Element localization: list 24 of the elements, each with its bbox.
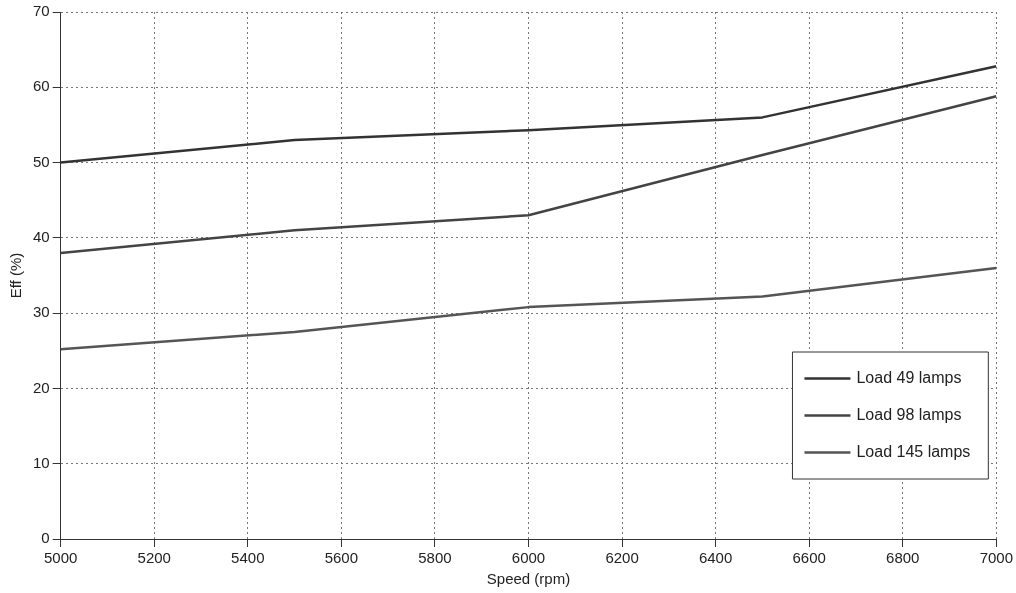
x-tick-label: 5000 [44, 549, 78, 567]
y-tick-label: 40 [33, 228, 50, 245]
x-tick-label: 5400 [231, 549, 265, 567]
x-tick-label: 7000 [979, 549, 1013, 567]
y-tick-label: 10 [33, 453, 50, 471]
y-tick-label: 50 [33, 152, 50, 170]
legend-label: Load 98 lamps [856, 405, 962, 423]
x-tick-label: 5200 [137, 549, 171, 567]
y-tick-label: 60 [33, 77, 50, 95]
y-tick-label: 30 [33, 303, 50, 321]
legend-label: Load 145 lamps [856, 442, 971, 460]
x-tick-label: 5600 [324, 549, 359, 567]
y-tick-label: 70 [33, 2, 50, 20]
y-tick-label: 0 [41, 529, 50, 547]
x-tick-label: 6800 [886, 549, 920, 567]
x-tick-label: 6600 [792, 549, 826, 567]
y-axis-title: Eff (%) [7, 252, 25, 299]
x-tick-label: 6400 [698, 549, 733, 567]
y-tick-label: 20 [33, 378, 50, 396]
legend-label: Load 49 lamps [856, 368, 962, 386]
x-axis-title: Speed (rpm) [486, 570, 571, 588]
x-tick-label: 6200 [605, 549, 639, 567]
x-tick-label: 6000 [511, 549, 546, 567]
x-tick-label: 5800 [418, 549, 452, 567]
